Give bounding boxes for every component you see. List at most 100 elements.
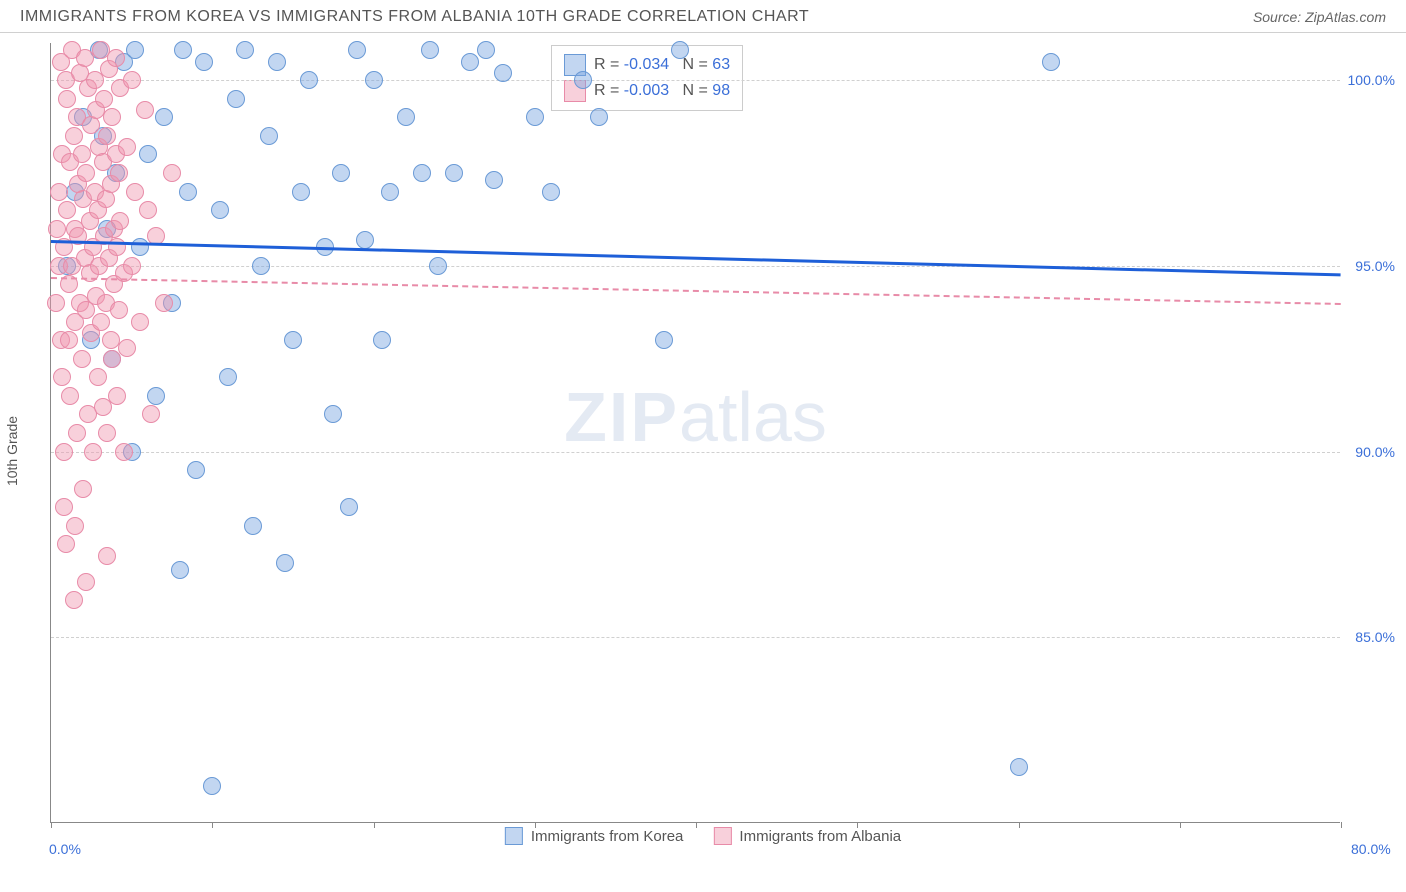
data-point	[126, 183, 144, 201]
data-point	[118, 138, 136, 156]
data-point	[66, 517, 84, 535]
data-point	[73, 350, 91, 368]
data-point	[300, 71, 318, 89]
gridline	[51, 80, 1340, 81]
ytick-label: 95.0%	[1355, 258, 1395, 274]
scatter-plot: ZIPatlas R = -0.034 N = 63 R = -0.003 N =…	[50, 43, 1340, 823]
ytick-label: 90.0%	[1355, 444, 1395, 460]
xtick-label: 0.0%	[49, 841, 81, 857]
data-point	[413, 164, 431, 182]
data-point	[126, 41, 144, 59]
data-point	[142, 405, 160, 423]
legend-item: Immigrants from Korea	[505, 827, 684, 845]
data-point	[203, 777, 221, 795]
data-point	[671, 41, 689, 59]
legend-swatch	[505, 827, 523, 845]
data-point	[123, 71, 141, 89]
watermark: ZIPatlas	[564, 377, 827, 457]
xtick	[374, 822, 375, 828]
data-point	[195, 53, 213, 71]
data-point	[92, 313, 110, 331]
data-point	[590, 108, 608, 126]
trend-line	[51, 240, 1341, 276]
data-point	[340, 498, 358, 516]
data-point	[136, 101, 154, 119]
legend-stats-text: R = -0.003 N = 98	[594, 82, 730, 100]
data-point	[131, 238, 149, 256]
data-point	[55, 498, 73, 516]
data-point	[445, 164, 463, 182]
data-point	[421, 41, 439, 59]
data-point	[1010, 758, 1028, 776]
data-point	[348, 41, 366, 59]
legend-label: Immigrants from Korea	[531, 828, 684, 845]
chart-area: 10th Grade ZIPatlas R = -0.034 N = 63 R =…	[0, 33, 1406, 853]
data-point	[655, 331, 673, 349]
data-point	[397, 108, 415, 126]
gridline	[51, 452, 1340, 453]
data-point	[61, 387, 79, 405]
gridline	[51, 266, 1340, 267]
data-point	[111, 212, 129, 230]
data-point	[276, 554, 294, 572]
data-point	[139, 145, 157, 163]
data-point	[526, 108, 544, 126]
data-point	[1042, 53, 1060, 71]
data-point	[57, 535, 75, 553]
data-point	[429, 257, 447, 275]
data-point	[219, 368, 237, 386]
data-point	[187, 461, 205, 479]
data-point	[365, 71, 383, 89]
data-point	[139, 201, 157, 219]
legend-stats-text: R = -0.034 N = 63	[594, 56, 730, 74]
legend-label: Immigrants from Albania	[739, 828, 901, 845]
chart-source: Source: ZipAtlas.com	[1253, 9, 1386, 25]
data-point	[155, 108, 173, 126]
data-point	[110, 301, 128, 319]
data-point	[131, 313, 149, 331]
data-point	[107, 49, 125, 67]
series-legend: Immigrants from Korea Immigrants from Alb…	[505, 827, 901, 845]
data-point	[95, 90, 113, 108]
data-point	[171, 561, 189, 579]
data-point	[84, 443, 102, 461]
data-point	[115, 443, 133, 461]
data-point	[542, 183, 560, 201]
gridline	[51, 637, 1340, 638]
data-point	[163, 164, 181, 182]
data-point	[284, 331, 302, 349]
data-point	[98, 127, 116, 145]
data-point	[118, 339, 136, 357]
data-point	[324, 405, 342, 423]
data-point	[74, 480, 92, 498]
data-point	[58, 90, 76, 108]
data-point	[381, 183, 399, 201]
chart-header: IMMIGRANTS FROM KOREA VS IMMIGRANTS FROM…	[0, 0, 1406, 33]
legend-swatch	[713, 827, 731, 845]
data-point	[373, 331, 391, 349]
data-point	[227, 90, 245, 108]
xtick	[1019, 822, 1020, 828]
y-axis-label: 10th Grade	[4, 416, 20, 486]
xtick	[1341, 822, 1342, 828]
data-point	[108, 387, 126, 405]
data-point	[356, 231, 374, 249]
data-point	[110, 164, 128, 182]
data-point	[50, 183, 68, 201]
data-point	[60, 331, 78, 349]
data-point	[89, 368, 107, 386]
data-point	[65, 591, 83, 609]
data-point	[47, 294, 65, 312]
data-point	[55, 443, 73, 461]
data-point	[73, 145, 91, 163]
data-point	[174, 41, 192, 59]
data-point	[98, 424, 116, 442]
data-point	[485, 171, 503, 189]
trend-line	[51, 277, 1341, 305]
xtick	[212, 822, 213, 828]
chart-title: IMMIGRANTS FROM KOREA VS IMMIGRANTS FROM…	[20, 8, 809, 26]
legend-item: Immigrants from Albania	[713, 827, 901, 845]
data-point	[58, 201, 76, 219]
data-point	[244, 517, 262, 535]
data-point	[48, 220, 66, 238]
